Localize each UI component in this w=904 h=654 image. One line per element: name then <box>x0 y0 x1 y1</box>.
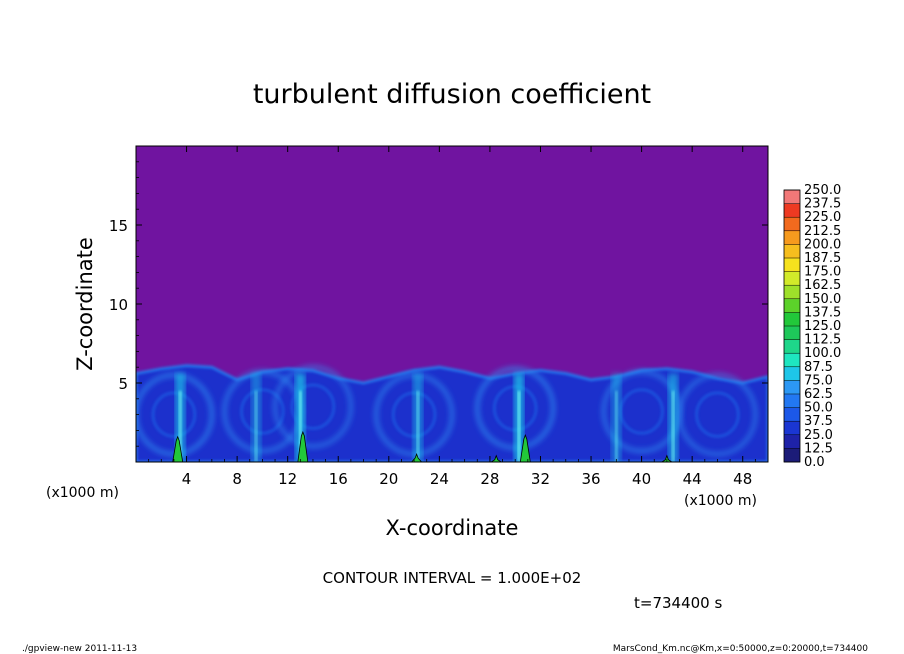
footer-right-note: MarsCond_Km.nc@Km,x=0:50000,z=0:20000,t=… <box>613 644 868 654</box>
boundary-layer-field <box>136 364 768 462</box>
y-axis-label: Z-coordinate <box>73 237 97 371</box>
colorbar-label: 0.0 <box>804 455 825 470</box>
time-label: t=734400 s <box>634 594 722 612</box>
colorbar-label: 62.5 <box>804 387 833 402</box>
colorbar-swatch-2 <box>784 421 800 436</box>
colorbar-label: 250.0 <box>804 183 841 198</box>
convective-cell-7 <box>678 373 757 456</box>
updraft-core-2 <box>254 390 258 462</box>
colorbar-label: 25.0 <box>804 428 833 443</box>
convective-cell-core-1 <box>151 391 197 438</box>
chart-title: turbulent diffusion coefficient <box>253 79 651 110</box>
convective-cell-core-7 <box>695 391 740 438</box>
updraft-core-4 <box>416 390 420 462</box>
colorbar-swatch-9 <box>784 326 800 340</box>
colorbar-label: 12.5 <box>804 441 833 456</box>
boundary-layer-top <box>136 364 768 462</box>
x-tick-label: 16 <box>329 470 348 488</box>
updraft-core-6 <box>614 390 618 462</box>
x-tick-label: 24 <box>430 470 449 488</box>
colorbar-swatch-11 <box>784 298 800 313</box>
colorbar-label: 75.0 <box>804 373 833 388</box>
colorbar-label: 162.5 <box>804 278 841 293</box>
colorbar-label: 37.5 <box>804 414 833 429</box>
colorbar-swatch-10 <box>784 312 800 327</box>
colorbar-swatch-17 <box>784 217 800 232</box>
convective-cell-core-3 <box>290 383 336 430</box>
plot-area <box>136 146 768 462</box>
y-tick-label: 5 <box>118 375 128 393</box>
x-tick-label: 4 <box>182 470 192 488</box>
x-axis-label: X-coordinate <box>386 516 519 540</box>
colorbar: 0.012.525.037.550.062.575.087.5100.0112.… <box>783 183 841 470</box>
surface-spike-1 <box>172 435 184 462</box>
surface-spike-6 <box>661 454 673 462</box>
colorbar-swatch-18 <box>784 203 800 218</box>
surface-spike-4 <box>490 454 502 462</box>
x-unit-left: (x1000 m) <box>46 485 119 501</box>
surface-spike-5 <box>519 434 531 462</box>
x-tick-label: 20 <box>379 470 398 488</box>
colorbar-swatch-15 <box>784 244 800 259</box>
colorbar-label: 112.5 <box>804 333 841 348</box>
x-axis: 4 8 12 16 20 24 28 32 36 40 44 48 <box>148 146 756 488</box>
updraft-core-1 <box>178 390 182 462</box>
x-tick-label: 44 <box>683 470 702 488</box>
colorbar-swatch-14 <box>784 258 800 272</box>
x-tick-label: 32 <box>531 470 550 488</box>
colorbar-label: 237.5 <box>804 197 841 212</box>
updraft-core-5 <box>517 390 521 462</box>
surface-spike-2 <box>297 430 309 462</box>
footer-left-note: ./gpview-new 2011-11-13 <box>22 644 137 654</box>
y-axis: 5 10 15 <box>109 161 768 447</box>
x-tick-label: 28 <box>480 470 499 488</box>
colorbar-label: 125.0 <box>804 319 841 334</box>
colorbar-swatch-8 <box>784 339 800 354</box>
x-tick-label: 8 <box>232 470 242 488</box>
y-tick-label: 15 <box>109 217 128 235</box>
x-unit-right: (x1000 m) <box>684 493 757 509</box>
x-tick-label: 48 <box>733 470 752 488</box>
colorbar-label: 212.5 <box>804 224 841 239</box>
colorbar-swatch-6 <box>784 366 800 381</box>
colorbar-swatch-1 <box>784 434 800 449</box>
colorbar-label: 50.0 <box>804 401 833 416</box>
colorbar-swatch-13 <box>784 271 800 286</box>
colorbar-label: 137.5 <box>804 305 841 320</box>
colorbar-label: 187.5 <box>804 251 841 266</box>
colorbar-label: 225.0 <box>804 210 841 225</box>
colorbar-swatch-12 <box>784 285 800 300</box>
y-tick-label: 10 <box>109 296 128 314</box>
colorbar-label: 150.0 <box>804 292 841 307</box>
updraft-core-7 <box>671 390 675 462</box>
colorbar-swatch-16 <box>784 230 800 245</box>
colorbar-swatch-4 <box>784 394 800 408</box>
x-tick-label: 40 <box>632 470 651 488</box>
colorbar-swatch-7 <box>784 353 800 368</box>
colorbar-label: 87.5 <box>804 360 833 375</box>
colorbar-label: 175.0 <box>804 265 841 280</box>
convective-cell-3 <box>273 365 353 448</box>
colorbar-label: 100.0 <box>804 346 841 361</box>
colorbar-swatch-5 <box>784 380 800 395</box>
x-tick-label: 12 <box>278 470 297 488</box>
contour-interval: CONTOUR INTERVAL = 1.000E+02 <box>323 569 582 587</box>
colorbar-swatch-0 <box>784 448 800 463</box>
updraft-core-3 <box>298 390 302 462</box>
convective-cell-core-2 <box>240 388 285 435</box>
colorbar-label: 200.0 <box>804 237 841 252</box>
x-tick-label: 36 <box>581 470 600 488</box>
colorbar-swatch-3 <box>784 407 800 422</box>
colorbar-swatch-19 <box>784 190 800 204</box>
